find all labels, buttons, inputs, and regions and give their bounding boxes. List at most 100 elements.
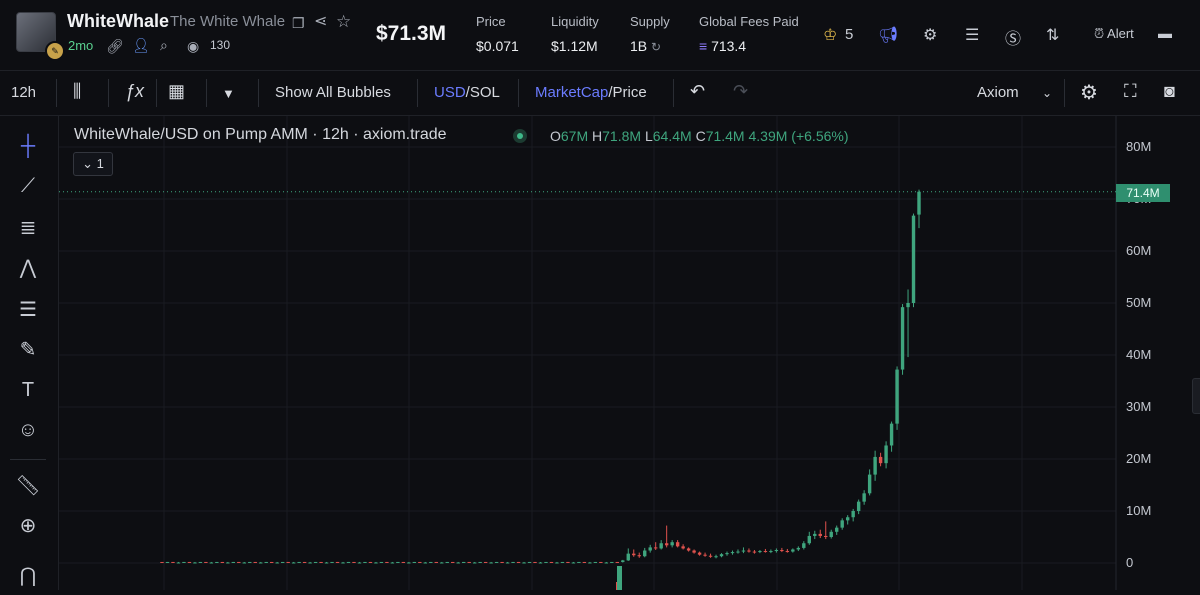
candle [659,540,663,550]
currency-toggle[interactable]: USD/SOL [434,84,500,101]
indicator-collapse-button[interactable]: ⌄ 1 [73,152,113,176]
settings-icon[interactable]: ⚙ [923,27,938,44]
token-avatar[interactable]: ✎ [16,12,65,61]
fullscreen-icon[interactable]: ⛶ [1124,81,1137,101]
emoji-icon[interactable]: ☺ [17,419,39,441]
y-axis-tick-label: 30M [1126,399,1152,414]
candle [313,561,318,563]
interval-selector[interactable]: 12h [11,84,37,101]
candle [341,561,345,564]
candle [648,544,652,553]
candlestick-chart[interactable] [59,116,1200,590]
candle [165,561,170,563]
indicators-icon[interactable]: ƒx [125,81,145,101]
candle [204,561,208,563]
search-icon[interactable]: ⌕ [160,37,168,53]
chart-settings-icon[interactable]: ⚙ [1080,82,1098,104]
mode-toggle[interactable]: MarketCap/Price [535,84,647,101]
candle [588,561,592,564]
star-icon[interactable]: ☆ [336,12,352,31]
candle [527,561,532,563]
stat-label: Price [476,14,506,29]
show-all-bubbles-button[interactable]: Show All Bubbles [275,84,391,101]
candle [407,561,411,564]
candle [917,189,921,229]
refresh-icon[interactable]: ↻ [651,40,662,54]
horizontal-lines-icon[interactable]: ≣ [19,217,37,239]
last-price-label: 71.4M [1116,184,1170,202]
candle [802,541,806,550]
y-axis-tick-label: 40M [1126,347,1152,362]
candle [505,561,510,564]
candle [264,561,268,563]
brush-icon[interactable]: ✎ [19,339,37,361]
candle [813,530,817,540]
chart-area[interactable] [59,116,1200,590]
candle [231,561,236,563]
layout-grid-icon[interactable]: ▦ [168,81,186,101]
panel-toggle-icon[interactable]: ▬ [1158,25,1172,41]
magnet-icon[interactable]: ⋂ [19,565,37,587]
candle [237,561,241,563]
alarm-icon: ⏰︎ [1094,26,1105,41]
chevron-down-icon[interactable]: ⌄ [1042,86,1053,100]
undo-icon[interactable]: ↶ [690,81,706,101]
megaphone-icon[interactable]: 📢︎ [878,27,899,44]
redo-icon[interactable]: ↷ [733,81,749,101]
camera-icon[interactable]: ◙ [1164,81,1175,101]
divider [56,79,57,107]
volume-bar [617,566,622,590]
candle [352,561,356,563]
swap-arrows-icon[interactable]: ⇅ [1046,27,1060,44]
currency-sol: /SOL [465,84,500,101]
stat-value-row: 1B ↻ [630,38,670,54]
dev-user-icon[interactable]: 👤︎ [132,37,150,53]
divider [258,79,259,107]
list-icon[interactable]: ☰ [965,27,980,44]
candle [385,561,389,563]
pattern-icon[interactable]: ⋀ [19,257,37,279]
candle [895,366,899,430]
candle [675,540,680,548]
alert-button[interactable]: ⏰︎ Alert [1094,26,1134,42]
text-tool-icon[interactable]: T [21,379,35,401]
candle [302,561,307,563]
candle [763,548,768,553]
candle [911,213,916,308]
candle [253,561,257,563]
crosshair-icon[interactable]: ┼ [20,135,36,157]
chevron-down-icon: ⌄ [82,156,94,171]
stat-liquidity: Liquidity $1.12M [551,14,599,54]
chevron-down-icon[interactable]: ▼ [222,86,235,101]
dollar-circle-icon[interactable]: Ⓢ [1005,31,1022,48]
candle [719,553,724,558]
share-icon[interactable]: ⋖ [314,13,328,30]
layout-name-dropdown[interactable]: Axiom [977,84,1019,101]
pump-badge-icon: ✎ [45,41,65,61]
trendline-icon[interactable]: ⟋ [21,175,35,197]
candle [324,561,329,564]
candle [270,561,274,563]
candle [829,529,833,539]
candle [626,548,630,561]
candle [451,561,455,563]
link-icon[interactable]: 🔗︎ [106,38,124,54]
candle [308,561,312,564]
stat-label: Supply [630,14,670,29]
candle [346,561,351,563]
candle [796,546,801,552]
copy-icon[interactable]: ❐ [292,15,305,31]
candle [187,561,192,563]
candle [286,561,290,563]
candle [780,547,784,553]
candle [396,561,400,563]
crown-icon[interactable]: ♔ [823,27,838,44]
right-panel-handle[interactable] [1192,378,1200,414]
candle [856,499,861,515]
candles-type-icon[interactable]: ⫼ [73,81,82,101]
candle [538,561,543,564]
zoom-in-icon[interactable]: ⊕ [19,515,37,537]
fib-retracement-icon[interactable]: ☰ [19,299,37,321]
ruler-icon[interactable]: 📏︎ [15,475,41,497]
candle [560,561,565,563]
